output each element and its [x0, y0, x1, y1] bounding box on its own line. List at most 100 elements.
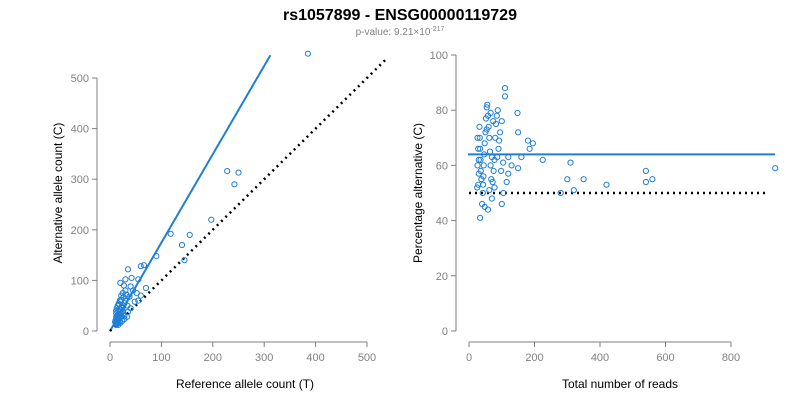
- left-data-point: [153, 253, 160, 260]
- right-data-point: [490, 118, 497, 125]
- right-data-point: [529, 140, 537, 147]
- right-data-point: [475, 156, 482, 163]
- left-data-point: [137, 263, 144, 270]
- right-data-point: [487, 162, 494, 169]
- left-data-point: [208, 216, 215, 223]
- right-data-point: [477, 156, 484, 163]
- left-x-tick-label: 400: [306, 352, 324, 364]
- right-data-point: [493, 112, 500, 119]
- left-data-point: [118, 313, 125, 320]
- left-data-point: [128, 274, 135, 281]
- left-x-tick-label: 0: [107, 352, 113, 364]
- left-data-point: [115, 321, 122, 328]
- left-data-point: [117, 279, 124, 286]
- left-lines: [109, 54, 389, 332]
- left-data-point: [304, 50, 311, 57]
- right-data-point: [475, 145, 482, 152]
- right-y-axis-label: Percentage alternative (C): [411, 123, 425, 263]
- left-data-point: [119, 290, 126, 297]
- left-data-point: [186, 231, 193, 238]
- right-x-tick-label: 800: [722, 352, 740, 364]
- subtitle-text: p-value: 9.21×10: [356, 27, 431, 38]
- right-y-tick-label: 20: [436, 271, 448, 283]
- left-y-tick-label: 100: [71, 275, 89, 287]
- right-data-point: [476, 123, 483, 130]
- right-data-point: [482, 115, 490, 122]
- right-data-point: [494, 154, 501, 161]
- right-data-point: [580, 176, 587, 183]
- left-data-point: [126, 293, 133, 300]
- left-data-point: [140, 262, 147, 269]
- left-reference-line: [109, 56, 389, 332]
- left-points: [112, 50, 311, 328]
- right-data-point: [500, 189, 507, 197]
- right-y-tick-label: 100: [430, 50, 448, 62]
- right-data-point: [486, 134, 493, 141]
- left-data-point: [127, 305, 134, 312]
- left-data-point: [181, 257, 188, 264]
- right-data-point: [515, 129, 522, 136]
- left-axes: 0 100 200 300 400 500 0 100 200 300 400 500: [71, 73, 377, 364]
- right-data-point: [557, 189, 564, 197]
- right-data-point: [474, 184, 481, 191]
- left-x-tick-label: 200: [204, 352, 222, 364]
- right-data-point: [642, 178, 650, 186]
- right-data-point: [495, 145, 502, 152]
- right-y-tick-label: 0: [442, 326, 448, 338]
- left-data-point: [133, 290, 140, 297]
- left-y-tick-label: 500: [71, 73, 89, 85]
- right-x-tick-label: 600: [656, 352, 674, 364]
- left-data-point: [124, 266, 132, 273]
- right-x-tick-label: 400: [591, 352, 609, 364]
- right-x-tick-label: 0: [466, 352, 472, 364]
- right-data-point: [772, 165, 779, 172]
- right-data-point: [488, 176, 495, 183]
- right-panel: Total number of reads Percentage alterna…: [411, 50, 779, 391]
- right-y-tick-label: 60: [436, 160, 448, 172]
- right-data-point: [514, 109, 521, 117]
- right-data-point: [494, 107, 501, 114]
- right-x-tick-label: 200: [525, 352, 543, 364]
- left-data-point: [142, 284, 150, 292]
- right-data-point: [539, 156, 546, 163]
- left-data-point: [127, 283, 134, 290]
- left-y-tick-label: 300: [71, 174, 89, 186]
- right-data-point: [515, 165, 522, 172]
- right-data-point: [570, 187, 577, 194]
- left-data-point: [113, 319, 120, 326]
- right-data-point: [497, 129, 504, 136]
- right-data-point: [487, 109, 494, 117]
- right-data-point: [524, 137, 532, 144]
- right-points: [474, 85, 779, 221]
- right-data-point: [483, 126, 490, 133]
- right-data-point: [496, 137, 503, 144]
- right-data-point: [479, 189, 486, 197]
- left-y-axis-label: Alternative allele count (C): [51, 123, 65, 264]
- right-data-point: [478, 176, 485, 183]
- left-data-point: [235, 169, 242, 176]
- right-data-point: [503, 178, 510, 186]
- left-data-point: [122, 276, 129, 283]
- right-data-point: [474, 134, 481, 141]
- right-data-point: [642, 167, 650, 174]
- right-data-point: [475, 170, 482, 177]
- left-y-tick-label: 400: [71, 124, 89, 136]
- left-x-tick-label: 500: [358, 352, 376, 364]
- left-y-tick-label: 200: [71, 225, 89, 237]
- right-data-point: [567, 159, 574, 166]
- left-data-point: [135, 297, 142, 304]
- left-x-tick-label: 100: [152, 352, 170, 364]
- right-data-point: [501, 85, 509, 92]
- right-data-point: [477, 145, 484, 152]
- right-data-point: [480, 162, 487, 169]
- subtitle-exponent: -217: [430, 26, 444, 33]
- left-panel: Reference allele count (T) Alternative a…: [51, 50, 389, 391]
- right-data-point: [476, 134, 483, 141]
- right-data-point: [526, 145, 533, 152]
- left-data-point: [167, 230, 174, 237]
- right-axes: 0 200 400 600 800 0 20 40 60 80 100: [430, 50, 741, 364]
- right-data-point: [500, 159, 507, 166]
- right-data-point: [474, 162, 481, 169]
- right-x-axis-label: Total number of reads: [562, 377, 678, 391]
